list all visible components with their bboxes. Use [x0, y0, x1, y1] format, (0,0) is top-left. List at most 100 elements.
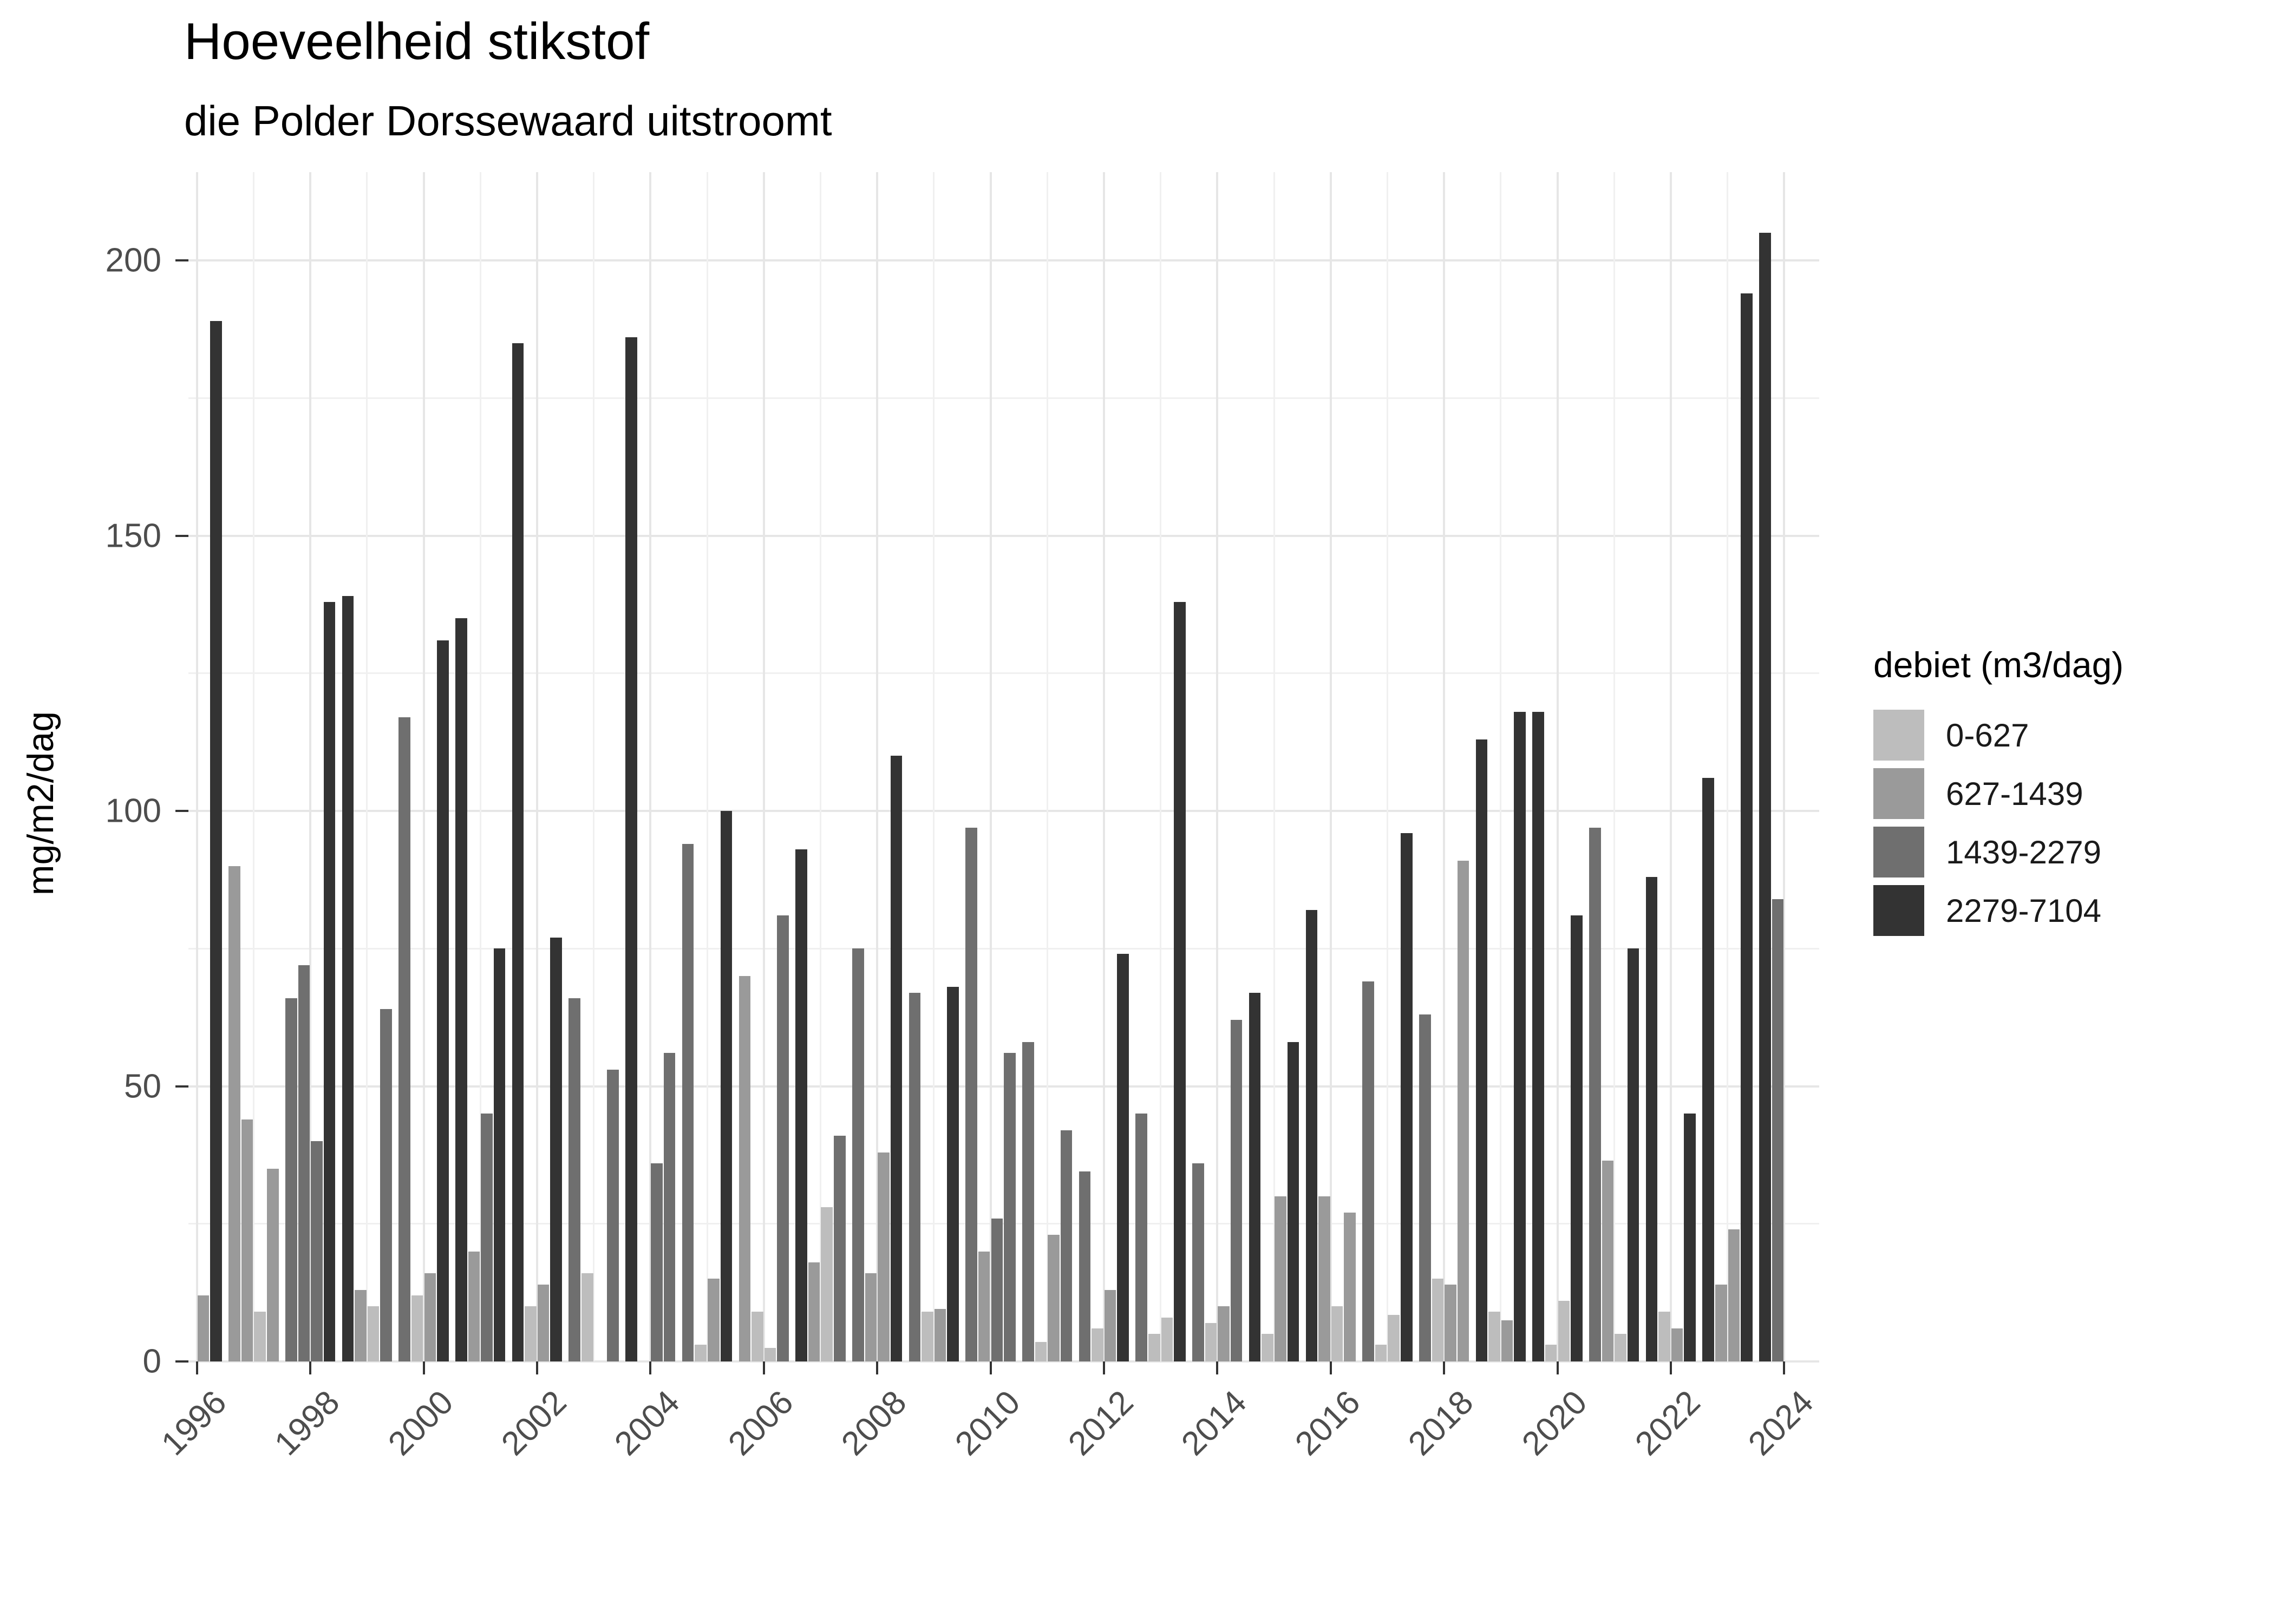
x-tick-mark-2002: [535, 1361, 538, 1374]
gridline-major-x-2018: [1443, 172, 1446, 1361]
bar-2002-q4: [550, 937, 562, 1361]
legend-item-0-627: 0-627: [1873, 710, 2123, 761]
bar-2016-q1: [1305, 910, 1318, 1361]
bar-2006-q4: [777, 915, 789, 1361]
bar-2002-q3: [537, 1284, 550, 1361]
x-tick-mark-1998: [309, 1361, 312, 1374]
gridline-minor-x-2015: [1273, 172, 1275, 1361]
x-tick-mark-1996: [195, 1361, 198, 1374]
legend-label: 0-627: [1946, 717, 2029, 754]
bar-2006-q1: [739, 976, 751, 1361]
bar-2019-q4: [1514, 711, 1526, 1361]
gridline-major-x-1996: [195, 172, 198, 1361]
bar-2022-q3: [1671, 1328, 1683, 1361]
bar-2006-q2: [752, 1312, 763, 1361]
gridline-major-x-2012: [1102, 172, 1105, 1361]
gridline-major-x-2010: [989, 172, 992, 1361]
bar-2005-q3: [708, 1279, 720, 1361]
bar-2003-q1: [568, 998, 581, 1361]
legend-swatch-icon: [1873, 885, 1924, 936]
bar-2022-q2: [1658, 1312, 1670, 1361]
bar-2021-q4: [1627, 948, 1639, 1361]
bar-2001-q1: [455, 618, 467, 1361]
gridline-minor-x-2011: [1046, 172, 1048, 1361]
bar-1996-q4: [210, 320, 222, 1361]
bar-1998-q4: [323, 601, 336, 1361]
bar-2004-q4: [663, 1053, 676, 1361]
bar-2014-q4: [1230, 1020, 1243, 1361]
x-tick-mark-2020: [1556, 1361, 1559, 1374]
y-tick-mark-50: [175, 1085, 188, 1088]
bar-2003-q2: [581, 1273, 593, 1361]
bar-2007-q2: [808, 1262, 820, 1361]
bar-2020-q2: [1545, 1345, 1557, 1361]
bar-2023-q3: [1728, 1229, 1740, 1361]
gridline-major-x-2014: [1216, 172, 1219, 1361]
x-tick-label-2010: 2010: [948, 1383, 1027, 1463]
gridline-major-y-150: [188, 534, 1819, 537]
bar-2018-q2: [1432, 1279, 1444, 1361]
legend-swatch-icon: [1873, 710, 1924, 761]
bar-2013-q4: [1174, 601, 1186, 1361]
x-tick-mark-2004: [649, 1361, 652, 1374]
bar-2004-q3: [651, 1163, 663, 1361]
bar-2021-q2: [1602, 1160, 1614, 1361]
bar-2019-q2: [1488, 1312, 1500, 1361]
legend-item-627-1439: 627-1439: [1873, 768, 2123, 819]
x-tick-mark-2010: [989, 1361, 992, 1374]
gridline-minor-y-75: [188, 947, 1819, 949]
bar-2001-q2: [468, 1251, 480, 1361]
bar-2008-q4: [890, 756, 903, 1361]
gridline-major-y-200: [188, 259, 1819, 261]
x-tick-label-2002: 2002: [494, 1383, 574, 1463]
bar-2011-q2: [1035, 1342, 1047, 1361]
bar-2018-q3: [1445, 1284, 1456, 1361]
bar-1998-q3: [311, 1141, 323, 1361]
bar-2008-q3: [878, 1152, 890, 1361]
x-tick-mark-2008: [876, 1361, 879, 1374]
gridline-minor-y-175: [188, 397, 1819, 399]
x-tick-mark-2016: [1329, 1361, 1332, 1374]
bar-2023-q4: [1741, 293, 1753, 1361]
gridline-minor-x-2007: [819, 172, 821, 1361]
y-tick-label-200: 200: [105, 241, 161, 279]
bar-2009-q1: [909, 992, 921, 1361]
x-tick-label-2016: 2016: [1288, 1383, 1368, 1463]
bar-2019-q3: [1501, 1320, 1513, 1361]
bar-2004-q1: [625, 337, 637, 1361]
x-tick-label-2004: 2004: [607, 1383, 687, 1463]
x-tick-mark-2024: [1783, 1361, 1786, 1374]
legend-label: 1439-2279: [1946, 834, 2101, 870]
legend-swatch-icon: [1873, 768, 1924, 819]
y-tick-mark-200: [175, 259, 188, 261]
bar-2012-q3: [1104, 1289, 1116, 1361]
legend-label: 627-1439: [1946, 775, 2083, 812]
gridline-major-x-2008: [876, 172, 879, 1361]
bar-2015-q4: [1287, 1042, 1299, 1361]
bar-2009-q3: [934, 1309, 946, 1361]
legend-items: 0-627 627-1439 1439-2279 2279-7104: [1873, 710, 2123, 936]
gridline-major-x-2020: [1556, 172, 1559, 1361]
x-tick-label-2006: 2006: [721, 1383, 801, 1463]
bar-2007-q4: [833, 1136, 846, 1361]
bar-2010-q1: [965, 827, 977, 1361]
y-tick-label-50: 50: [124, 1068, 161, 1105]
bar-2018-q4: [1457, 860, 1469, 1361]
bar-2007-q1: [795, 849, 807, 1361]
bar-2020-q1: [1532, 711, 1544, 1361]
x-tick-label-1998: 1998: [267, 1383, 347, 1463]
bar-2005-q1: [682, 844, 694, 1361]
legend-label: 2279-7104: [1946, 892, 2101, 929]
gridline-minor-x-2009: [933, 172, 935, 1361]
bar-2017-q4: [1400, 833, 1413, 1361]
gridline-minor-x-2005: [706, 172, 708, 1361]
bar-1996-q3: [197, 1295, 210, 1361]
bar-2014-q2: [1205, 1322, 1217, 1361]
bar-2013-q2: [1148, 1334, 1160, 1361]
gridline-minor-x-2001: [479, 172, 481, 1361]
bar-2006-q3: [764, 1347, 776, 1361]
gridline-minor-y-125: [188, 672, 1819, 675]
y-tick-mark-150: [175, 534, 188, 537]
chart-subtitle: die Polder Dorssewaard uitstroomt: [184, 97, 832, 145]
